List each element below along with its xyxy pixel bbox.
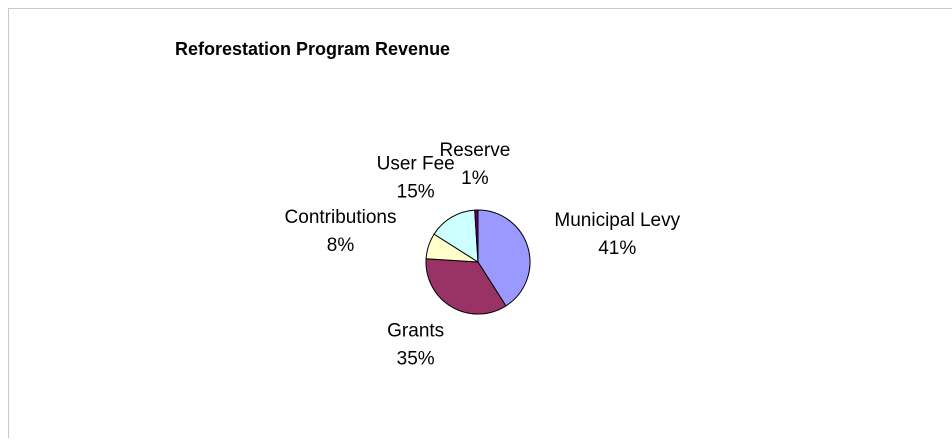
chart-title: Reforestation Program Revenue — [175, 39, 450, 59]
slice-value-label: 35% — [397, 349, 435, 370]
slice-value-label: 41% — [598, 238, 636, 259]
slice-label: Municipal Levy — [554, 210, 680, 231]
slice-value-label: 1% — [461, 168, 489, 189]
slice-value-label: 8% — [327, 235, 355, 256]
slice-label: Reserve — [440, 140, 511, 161]
slice-value-label: 15% — [397, 182, 435, 203]
slice-label: Contributions — [285, 207, 397, 228]
slice-label: Grants — [387, 321, 444, 342]
